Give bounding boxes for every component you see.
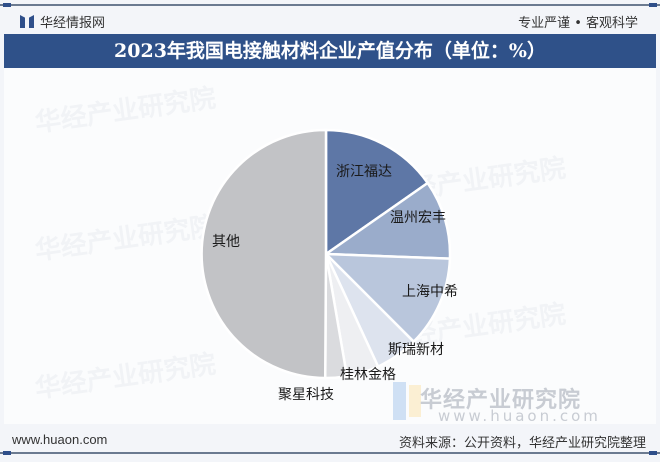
slogan: 专业严谨 • 客观科学 [518,16,638,31]
slice-label: 桂林金格 [340,367,396,383]
slice-label: 浙江福达 [336,164,392,180]
footer-url: www.huaon.com [12,432,108,447]
source-note: 资料来源：公开资料，华经产业研究院整理 [398,436,646,451]
watermark-brand: 华经产业研究院 [420,388,582,413]
slice-label: 上海中希 [402,284,458,300]
chart-title: 2023年我国电接触材料企业产值分布（单位：%） [4,34,656,68]
header: 华经情报网 专业严谨 • 客观科学 [0,6,660,34]
watermark-url: www.huaon.com [438,407,601,425]
pie-slice-2 [322,181,452,260]
footer: www.huaon.com 资料来源：公开资料，华经产业研究院整理 [0,428,660,454]
slice-label: 温州宏丰 [390,210,446,226]
slice-label: 斯瑞新材 [388,342,444,358]
slice-label: 聚星科技 [278,387,334,403]
pie-slice-7 [200,128,328,380]
watermark-logo-icon [393,382,423,420]
pie-slice-3 [322,252,452,344]
brand-name: 华经情报网 [40,16,106,31]
slice-label: 其他 [212,234,240,250]
pie-slice-1 [324,128,430,257]
bottom-rule [0,451,660,455]
brand: 华经情报网 [20,12,105,31]
top-rule [0,3,660,7]
